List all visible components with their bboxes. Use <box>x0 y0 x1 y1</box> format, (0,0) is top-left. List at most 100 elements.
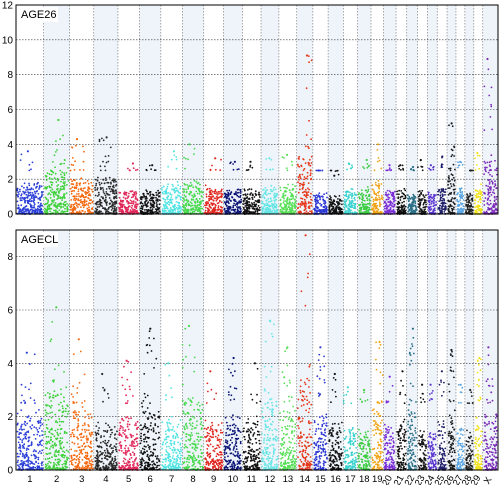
point-chr-14 <box>307 161 310 164</box>
point-chr-26 <box>449 183 452 185</box>
point-chr-10 <box>227 194 230 197</box>
point-chr-1 <box>24 464 27 467</box>
point-chr-9 <box>211 190 214 193</box>
peak-point-chr-9 <box>214 157 217 160</box>
point-chr-X <box>488 207 491 210</box>
point-chr-11 <box>255 208 258 210</box>
point-chr-3 <box>87 186 90 189</box>
point-chr-19 <box>375 196 377 199</box>
point-chr-19 <box>374 208 377 210</box>
point-chr-14 <box>309 164 312 167</box>
point-chr-25 <box>439 212 442 214</box>
point-chr-9 <box>220 194 223 197</box>
point-chr-14 <box>310 210 313 213</box>
peak-point-chr-16 <box>333 174 336 177</box>
point-chr-26 <box>452 163 455 166</box>
point-chr-7 <box>179 185 182 188</box>
point-chr-14 <box>310 138 312 141</box>
point-chr-5 <box>131 204 134 207</box>
point-chr-9 <box>214 188 217 191</box>
y-tick-label: 0 <box>7 210 13 221</box>
point-chr-9 <box>211 212 214 214</box>
point-chr-5 <box>134 203 137 206</box>
point-chr-22 <box>411 201 414 203</box>
point-chr-28 <box>466 193 468 196</box>
point-chr-2 <box>56 198 58 201</box>
point-chr-22 <box>409 198 412 200</box>
point-chr-23 <box>419 201 422 204</box>
point-chr-8 <box>196 192 199 195</box>
point-chr-12 <box>266 204 269 207</box>
point-chr-X <box>483 192 485 194</box>
point-chr-3 <box>83 204 86 207</box>
point-chr-8 <box>199 207 202 210</box>
point-chr-25 <box>441 163 444 166</box>
point-chr-18 <box>363 167 366 170</box>
point-chr-27 <box>461 163 464 166</box>
point-chr-4 <box>111 179 114 182</box>
point-chr-6 <box>150 168 153 171</box>
point-chr-22 <box>411 203 414 206</box>
point-chr-6 <box>157 192 160 195</box>
point-chr-8 <box>195 205 198 208</box>
point-chr-X <box>488 94 491 97</box>
point-chr-17 <box>350 202 353 204</box>
point-chr-7 <box>167 210 170 212</box>
point-chr-26 <box>450 207 453 210</box>
point-chr-7 <box>161 208 164 210</box>
point-chr-6 <box>158 203 161 206</box>
point-chr-6 <box>147 209 150 212</box>
point-chr-18 <box>369 204 371 206</box>
point-chr-27 <box>461 191 463 194</box>
point-chr-7 <box>162 203 165 206</box>
point-chr-11 <box>242 206 245 209</box>
point-chr-13 <box>293 205 296 208</box>
point-chr-4 <box>107 155 110 157</box>
point-chr-13 <box>292 196 294 198</box>
point-chr-17 <box>348 205 351 208</box>
point-chr-1 <box>29 463 31 465</box>
point-chr-5 <box>121 204 123 207</box>
point-chr-3 <box>71 208 74 211</box>
point-chr-17 <box>354 199 356 201</box>
point-chr-8 <box>191 204 194 207</box>
point-chr-7 <box>172 211 175 214</box>
point-chr-10 <box>231 196 233 198</box>
point-chr-1 <box>28 163 31 166</box>
point-chr-7 <box>161 188 163 191</box>
point-chr-3 <box>78 211 80 214</box>
point-chr-3 <box>85 200 88 203</box>
point-chr-21 <box>400 169 402 171</box>
peak-point-chr-3 <box>75 138 79 141</box>
point-chr-5 <box>130 206 133 209</box>
point-chr-25 <box>440 202 443 205</box>
point-chr-18 <box>358 204 360 206</box>
point-chr-1 <box>26 188 29 191</box>
point-chr-13 <box>285 167 288 170</box>
point-chr-4 <box>98 181 101 184</box>
point-chr-3 <box>91 188 93 191</box>
point-chr-1 <box>20 193 23 196</box>
point-chr-23 <box>417 190 420 193</box>
point-chr-29 <box>476 194 478 196</box>
point-chr-3 <box>87 182 90 185</box>
point-chr-28 <box>468 211 470 214</box>
point-chr-11 <box>253 196 256 198</box>
point-chr-20 <box>384 200 386 203</box>
point-chr-22 <box>414 200 417 203</box>
point-chr-X <box>492 203 495 206</box>
point-chr-X <box>489 169 492 172</box>
point-chr-7 <box>169 207 172 210</box>
point-chr-12 <box>262 189 264 191</box>
point-chr-20 <box>394 199 396 202</box>
point-chr-24 <box>427 191 430 194</box>
point-chr-X <box>489 186 491 189</box>
point-chr-9 <box>220 158 222 161</box>
point-chr-6 <box>145 211 148 214</box>
point-chr-16 <box>337 201 340 204</box>
point-chr-1 <box>35 460 37 463</box>
point-chr-9 <box>211 209 214 212</box>
series-chr-9 <box>204 157 224 215</box>
point-chr-4 <box>113 197 116 200</box>
point-chr-15 <box>324 200 327 203</box>
